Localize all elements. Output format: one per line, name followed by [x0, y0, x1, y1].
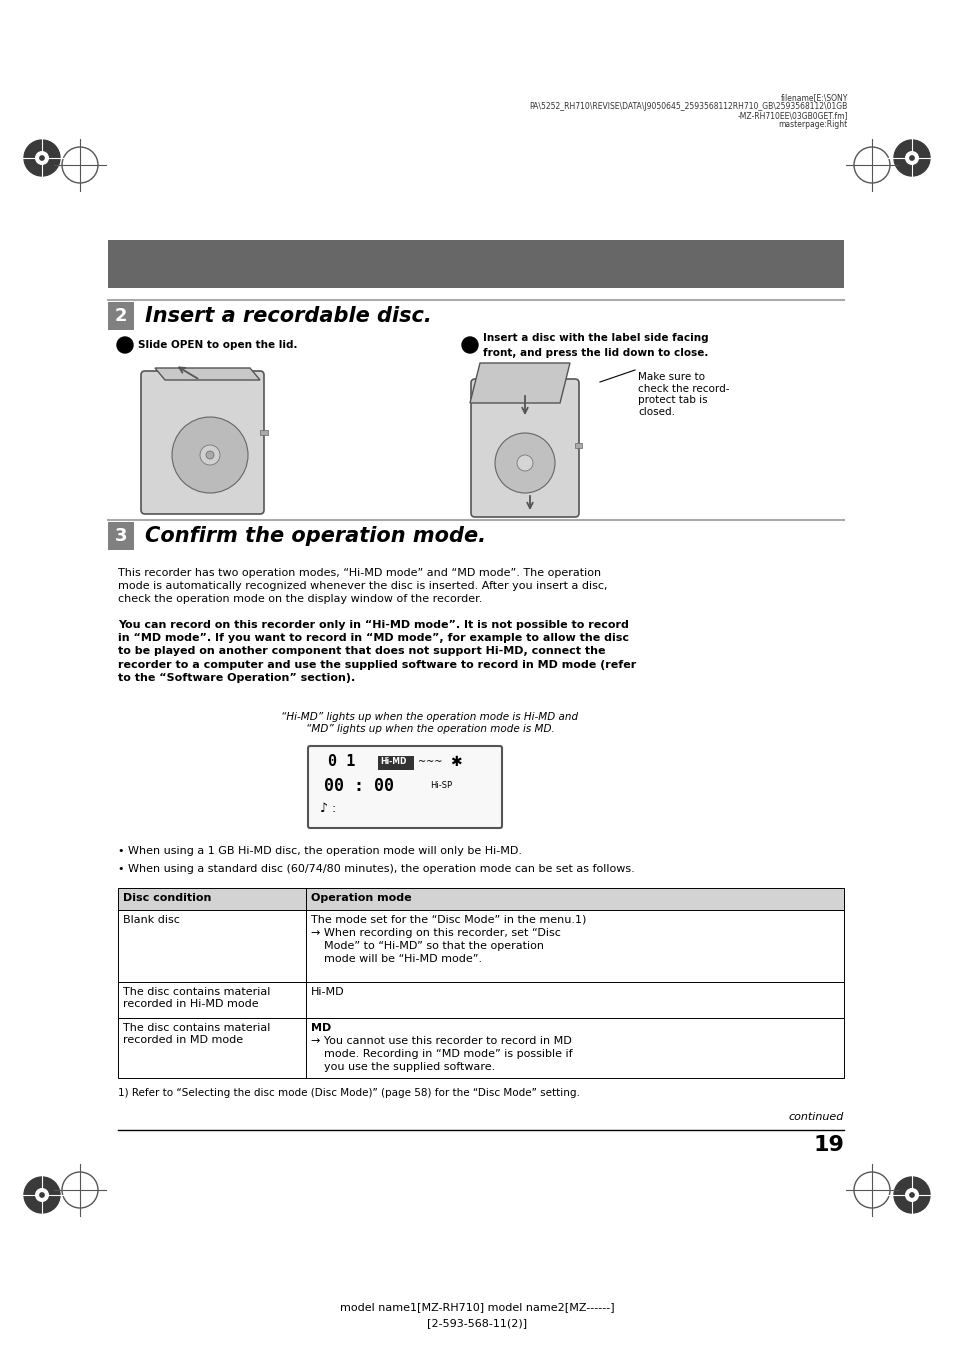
FancyBboxPatch shape — [471, 380, 578, 517]
Circle shape — [40, 1193, 44, 1197]
Bar — [260, 430, 268, 435]
Text: [2-593-568-11(2)]: [2-593-568-11(2)] — [427, 1319, 526, 1328]
Text: The disc contains material
recorded in MD mode: The disc contains material recorded in M… — [123, 1023, 270, 1044]
Text: 19: 19 — [812, 1135, 843, 1155]
Text: Hi-SP: Hi-SP — [430, 781, 452, 790]
Text: This recorder has two operation modes, “Hi-MD mode” and “MD mode”. The operation: This recorder has two operation modes, “… — [118, 567, 607, 604]
Text: Hi-MD: Hi-MD — [379, 758, 406, 766]
Bar — [575, 443, 581, 449]
Text: 1: 1 — [121, 340, 129, 350]
Circle shape — [117, 336, 132, 353]
Text: MD: MD — [311, 1023, 331, 1034]
Bar — [377, 757, 414, 770]
Text: You can record on this recorder only in “Hi-MD mode”. It is not possible to reco: You can record on this recorder only in … — [118, 620, 636, 682]
Text: The disc contains material
recorded in Hi-MD mode: The disc contains material recorded in H… — [123, 988, 270, 1009]
Circle shape — [35, 151, 49, 165]
Text: -MZ-RH710EE\03GB0GET.fm]: -MZ-RH710EE\03GB0GET.fm] — [737, 111, 847, 120]
Circle shape — [909, 1193, 913, 1197]
Circle shape — [24, 1177, 60, 1213]
Text: Make sure to
check the record-
protect tab is
closed.: Make sure to check the record- protect t… — [638, 372, 729, 417]
Text: → You cannot use this recorder to record in MD: → You cannot use this recorder to record… — [311, 1036, 571, 1046]
Text: filename[E:\SONY: filename[E:\SONY — [780, 93, 847, 101]
Text: 3: 3 — [114, 527, 127, 544]
Text: model name1[MZ-RH710] model name2[MZ------]: model name1[MZ-RH710] model name2[MZ----… — [339, 1302, 614, 1312]
Text: • When using a standard disc (60/74/80 minutes), the operation mode can be set a: • When using a standard disc (60/74/80 m… — [118, 865, 634, 874]
Bar — [118, 888, 843, 911]
Text: Mode” to “Hi-MD” so that the operation: Mode” to “Hi-MD” so that the operation — [324, 942, 543, 951]
Text: The mode set for the “Disc Mode” in the menu.1): The mode set for the “Disc Mode” in the … — [311, 915, 586, 925]
Circle shape — [904, 1189, 918, 1201]
Circle shape — [172, 417, 248, 493]
Circle shape — [24, 141, 60, 176]
Text: mode will be “Hi-MD mode”.: mode will be “Hi-MD mode”. — [324, 954, 481, 965]
FancyBboxPatch shape — [308, 746, 501, 828]
Text: “Hi-MD” lights up when the operation mode is Hi-MD and
“MD” lights up when the o: “Hi-MD” lights up when the operation mod… — [281, 712, 578, 735]
Circle shape — [40, 155, 44, 161]
Bar — [108, 521, 133, 550]
Text: 2: 2 — [114, 307, 127, 326]
Text: Confirm the operation mode.: Confirm the operation mode. — [145, 526, 485, 546]
Text: Hi-MD: Hi-MD — [311, 988, 344, 997]
Polygon shape — [154, 367, 260, 380]
Circle shape — [200, 444, 220, 465]
Bar — [108, 303, 133, 330]
Text: you use the supplied software.: you use the supplied software. — [324, 1062, 495, 1071]
Bar — [108, 240, 843, 288]
Text: Insert a recordable disc.: Insert a recordable disc. — [145, 305, 432, 326]
Bar — [118, 911, 843, 982]
Circle shape — [495, 434, 555, 493]
FancyBboxPatch shape — [141, 372, 264, 513]
Circle shape — [206, 451, 213, 459]
Circle shape — [893, 1177, 929, 1213]
Text: front, and press the lid down to close.: front, and press the lid down to close. — [482, 349, 708, 358]
Circle shape — [35, 1189, 49, 1201]
Text: 0 1: 0 1 — [328, 754, 355, 770]
Text: continued: continued — [788, 1112, 843, 1121]
Text: Blank disc: Blank disc — [123, 915, 180, 925]
Text: Operation mode: Operation mode — [311, 893, 411, 902]
Text: PA\5252_RH710\REVISE\DATA\J9050645_2593568112RH710_GB\2593568112\01GB: PA\5252_RH710\REVISE\DATA\J9050645_25935… — [529, 101, 847, 111]
Text: Slide OPEN to open the lid.: Slide OPEN to open the lid. — [138, 340, 297, 350]
Text: mode. Recording in “MD mode” is possible if: mode. Recording in “MD mode” is possible… — [324, 1048, 572, 1059]
Text: ~~~: ~~~ — [417, 757, 442, 767]
Text: → When recording on this recorder, set “Disc: → When recording on this recorder, set “… — [311, 928, 560, 938]
Bar — [118, 982, 843, 1019]
Text: Insert a disc with the label side facing: Insert a disc with the label side facing — [482, 332, 708, 343]
Polygon shape — [470, 363, 569, 403]
Text: Disc condition: Disc condition — [123, 893, 212, 902]
Text: masterpage:Right: masterpage:Right — [778, 120, 847, 128]
Text: 1) Refer to “Selecting the disc mode (Disc Mode)” (page 58) for the “Disc Mode” : 1) Refer to “Selecting the disc mode (Di… — [118, 1088, 579, 1098]
Text: 2: 2 — [466, 340, 473, 350]
Text: ♪ :: ♪ : — [319, 801, 335, 815]
Text: ✱: ✱ — [450, 755, 461, 769]
Circle shape — [909, 155, 913, 161]
Text: • When using a 1 GB Hi-MD disc, the operation mode will only be Hi-MD.: • When using a 1 GB Hi-MD disc, the oper… — [118, 846, 521, 857]
Circle shape — [904, 151, 918, 165]
Bar — [118, 1019, 843, 1078]
Circle shape — [461, 336, 477, 353]
Circle shape — [517, 455, 533, 471]
Circle shape — [893, 141, 929, 176]
Text: 00 : 00: 00 : 00 — [324, 777, 394, 794]
